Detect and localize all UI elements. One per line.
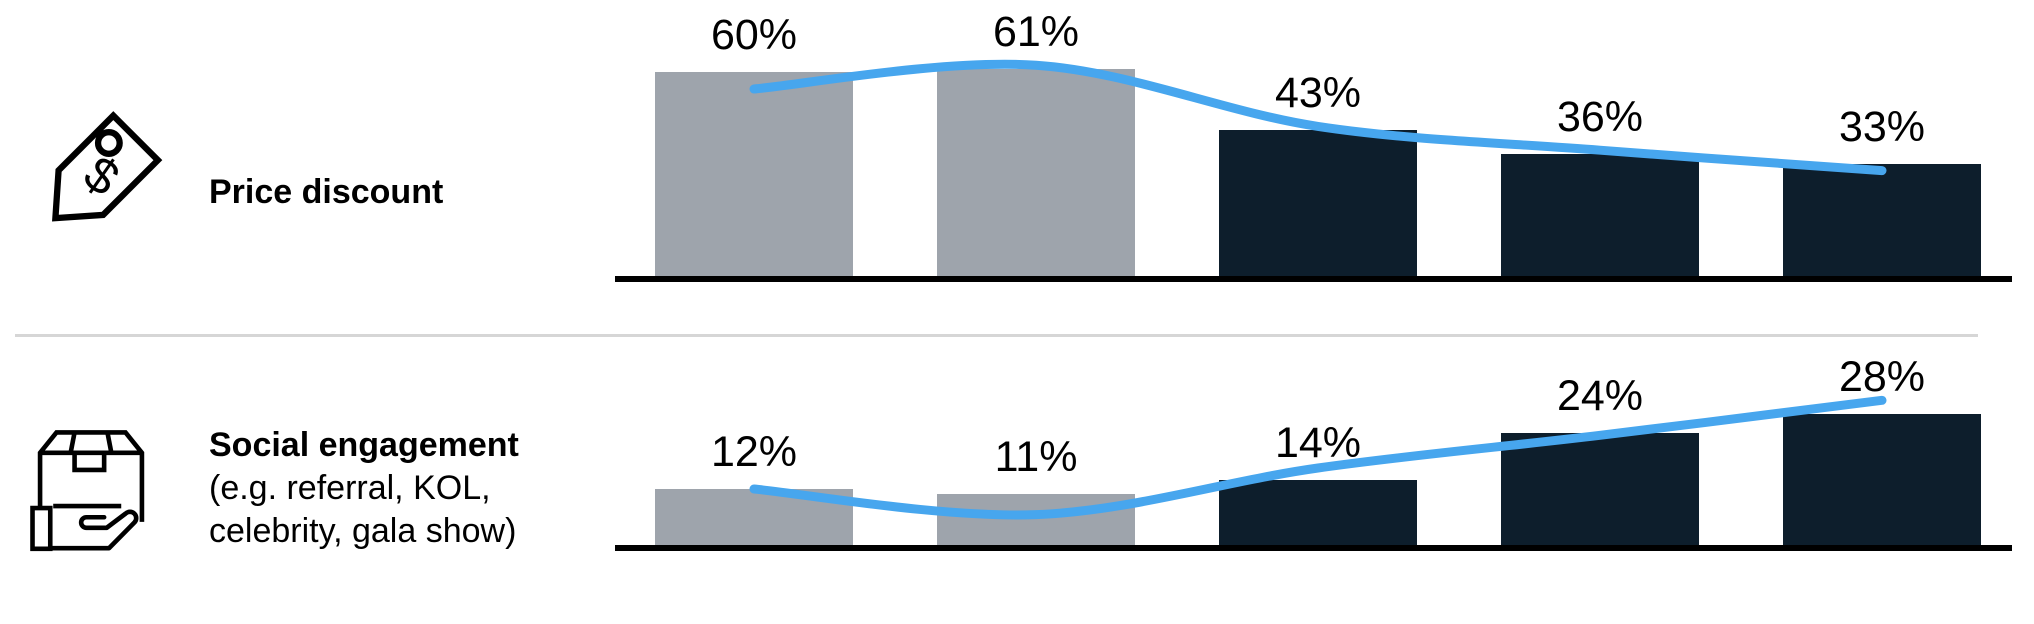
row-divider <box>15 334 1978 337</box>
row-label-price-discount: Price discount <box>209 171 549 214</box>
package-in-hand-icon-svg <box>30 430 145 552</box>
bar-value-label: 60% <box>710 11 798 59</box>
row-subtitle: (e.g. referral, KOL, celebrity, gala sho… <box>209 469 517 550</box>
bar-value-label: 43% <box>1274 68 1362 117</box>
trend-line <box>749 59 1887 176</box>
bar-value-label: 36% <box>1556 92 1644 141</box>
social-engagement-chart: 12% 11% 14% 24% 28% <box>615 353 2012 551</box>
bar <box>937 68 1135 276</box>
row-title: Price discount <box>209 173 444 211</box>
bar-value-label: 14% <box>1274 418 1362 467</box>
package-in-hand-icon <box>25 420 157 558</box>
price-tag-icon-svg: $ <box>52 111 163 222</box>
bar <box>1219 479 1417 545</box>
bar <box>1501 433 1699 545</box>
bar <box>937 493 1135 545</box>
bar <box>655 72 853 276</box>
bar <box>1783 414 1981 545</box>
bar-value-label: 12% <box>710 428 798 476</box>
row-label-social-engagement: Social engagement (e.g. referral, KOL, c… <box>209 424 549 553</box>
bar <box>1501 153 1699 276</box>
price-discount-chart: 60% 61% 43% 36% 33% <box>615 8 2012 282</box>
bar-value-label: 24% <box>1556 372 1644 420</box>
bar-value-label: 33% <box>1838 102 1926 151</box>
bar <box>1783 163 1981 276</box>
row-title: Social engagement <box>209 426 519 464</box>
price-tag-icon: $ <box>28 103 163 253</box>
bar-value-label: 11% <box>994 432 1078 481</box>
bar <box>1219 129 1417 276</box>
trend-line <box>749 395 1887 520</box>
bar-value-label: 28% <box>1838 353 1926 402</box>
bar-value-label: 61% <box>992 7 1080 56</box>
